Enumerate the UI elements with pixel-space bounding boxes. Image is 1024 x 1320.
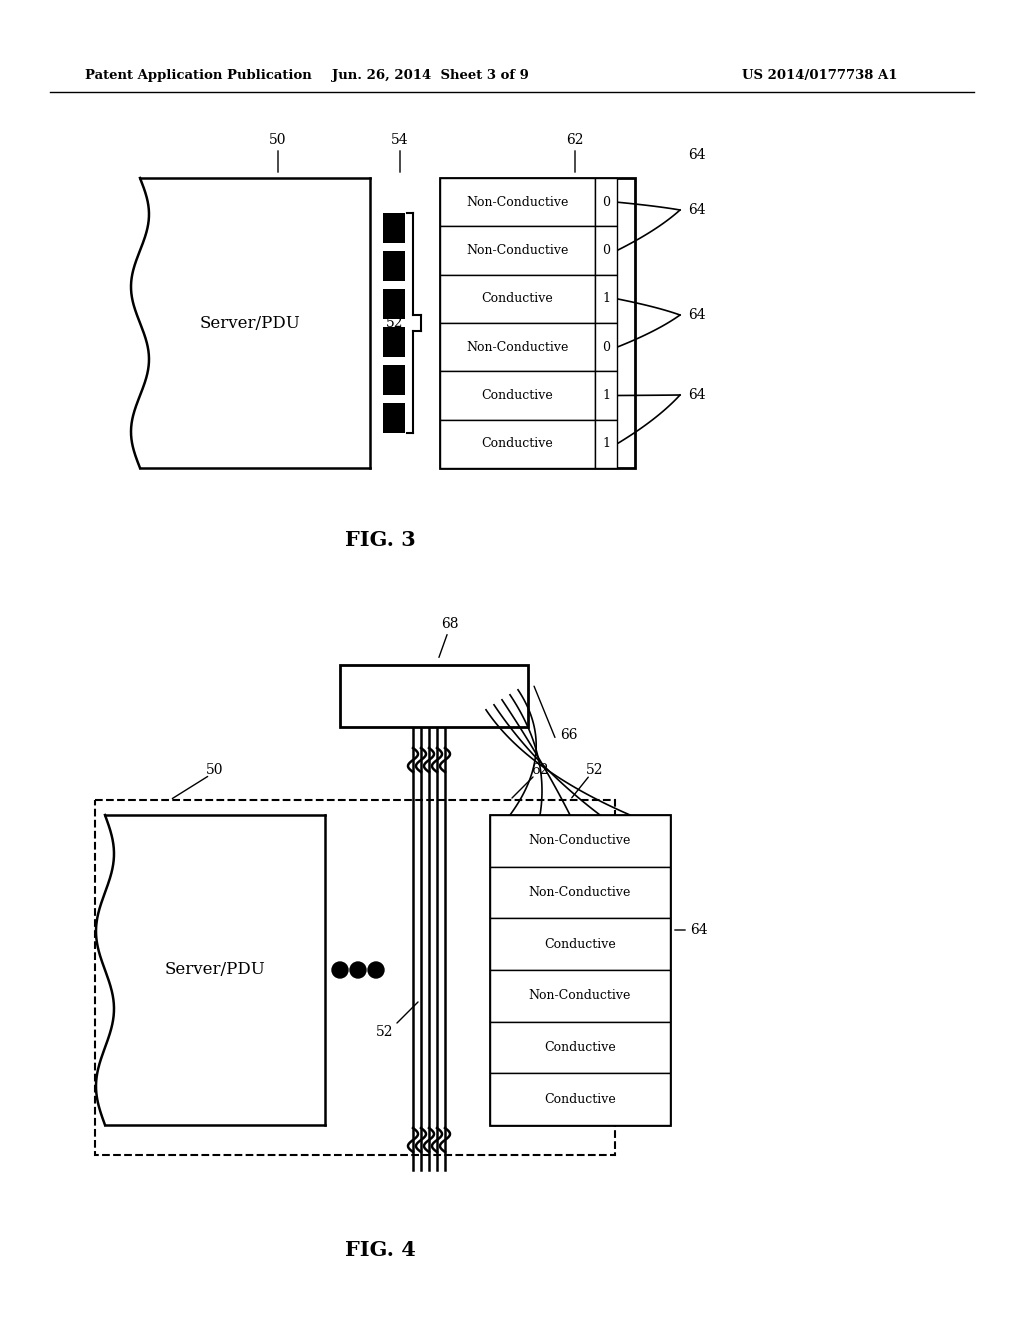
Text: Rack ID Card: Rack ID Card	[382, 689, 486, 704]
Text: Conductive: Conductive	[481, 292, 553, 305]
Bar	[383, 289, 406, 319]
Bar	[383, 213, 406, 243]
Circle shape	[368, 962, 384, 978]
Text: Non-Conductive: Non-Conductive	[466, 341, 568, 354]
Bar	[490, 1073, 670, 1125]
Bar	[440, 371, 595, 420]
Text: 62: 62	[566, 133, 584, 147]
Bar	[595, 420, 617, 469]
Text: Server/PDU: Server/PDU	[165, 961, 265, 978]
Text: Non-Conductive: Non-Conductive	[466, 244, 568, 257]
Bar	[95, 800, 615, 1155]
Bar	[490, 814, 670, 1125]
Circle shape	[332, 962, 348, 978]
Bar	[595, 371, 617, 420]
Text: Conductive: Conductive	[544, 937, 615, 950]
Text: FIG. 3: FIG. 3	[345, 531, 416, 550]
Bar	[490, 1022, 670, 1073]
Text: 54: 54	[391, 133, 409, 147]
Text: 52: 52	[386, 315, 403, 330]
Bar	[490, 814, 670, 867]
Text: 1: 1	[602, 389, 610, 403]
Text: Server/PDU: Server/PDU	[200, 314, 300, 331]
Bar	[595, 275, 617, 323]
Text: 64: 64	[688, 388, 706, 403]
Text: Conductive: Conductive	[481, 437, 553, 450]
Text: 64: 64	[688, 203, 706, 216]
Text: Conductive: Conductive	[544, 1041, 615, 1053]
Text: 66: 66	[560, 729, 578, 742]
Text: 52: 52	[376, 1026, 394, 1039]
Text: Conductive: Conductive	[481, 389, 553, 403]
Text: Non-Conductive: Non-Conductive	[528, 886, 631, 899]
Bar	[595, 323, 617, 371]
Bar	[440, 323, 595, 371]
Text: 1: 1	[602, 292, 610, 305]
Text: Conductive: Conductive	[544, 1093, 615, 1106]
Bar	[383, 327, 406, 356]
Text: Jun. 26, 2014  Sheet 3 of 9: Jun. 26, 2014 Sheet 3 of 9	[332, 69, 528, 82]
Text: Non-Conductive: Non-Conductive	[528, 989, 631, 1002]
Bar	[490, 970, 670, 1022]
Text: 50: 50	[269, 133, 287, 147]
Text: 64: 64	[688, 308, 706, 322]
Bar	[490, 919, 670, 970]
Circle shape	[350, 962, 366, 978]
Bar	[595, 178, 617, 226]
Bar	[440, 178, 595, 226]
Bar	[490, 867, 670, 919]
Text: 52: 52	[587, 763, 604, 777]
Bar	[383, 251, 406, 281]
Text: FIG. 4: FIG. 4	[344, 1239, 416, 1261]
Bar	[340, 665, 528, 727]
Text: Non-Conductive: Non-Conductive	[466, 195, 568, 209]
Bar	[383, 403, 406, 433]
Text: 64: 64	[688, 148, 706, 162]
Text: Non-Conductive: Non-Conductive	[528, 834, 631, 847]
Bar	[440, 226, 595, 275]
Text: Patent Application Publication: Patent Application Publication	[85, 69, 311, 82]
Text: 0: 0	[602, 341, 610, 354]
Text: 0: 0	[602, 244, 610, 257]
Bar	[595, 226, 617, 275]
Text: 0: 0	[602, 195, 610, 209]
Bar	[440, 420, 595, 469]
Text: 50: 50	[206, 763, 224, 777]
Bar	[440, 178, 635, 469]
Text: 1: 1	[602, 437, 610, 450]
Text: 62: 62	[531, 763, 549, 777]
Text: 68: 68	[441, 616, 459, 631]
Bar	[383, 366, 406, 395]
Text: US 2014/0177738 A1: US 2014/0177738 A1	[742, 69, 898, 82]
Bar	[440, 275, 595, 323]
Text: 64: 64	[690, 923, 708, 937]
